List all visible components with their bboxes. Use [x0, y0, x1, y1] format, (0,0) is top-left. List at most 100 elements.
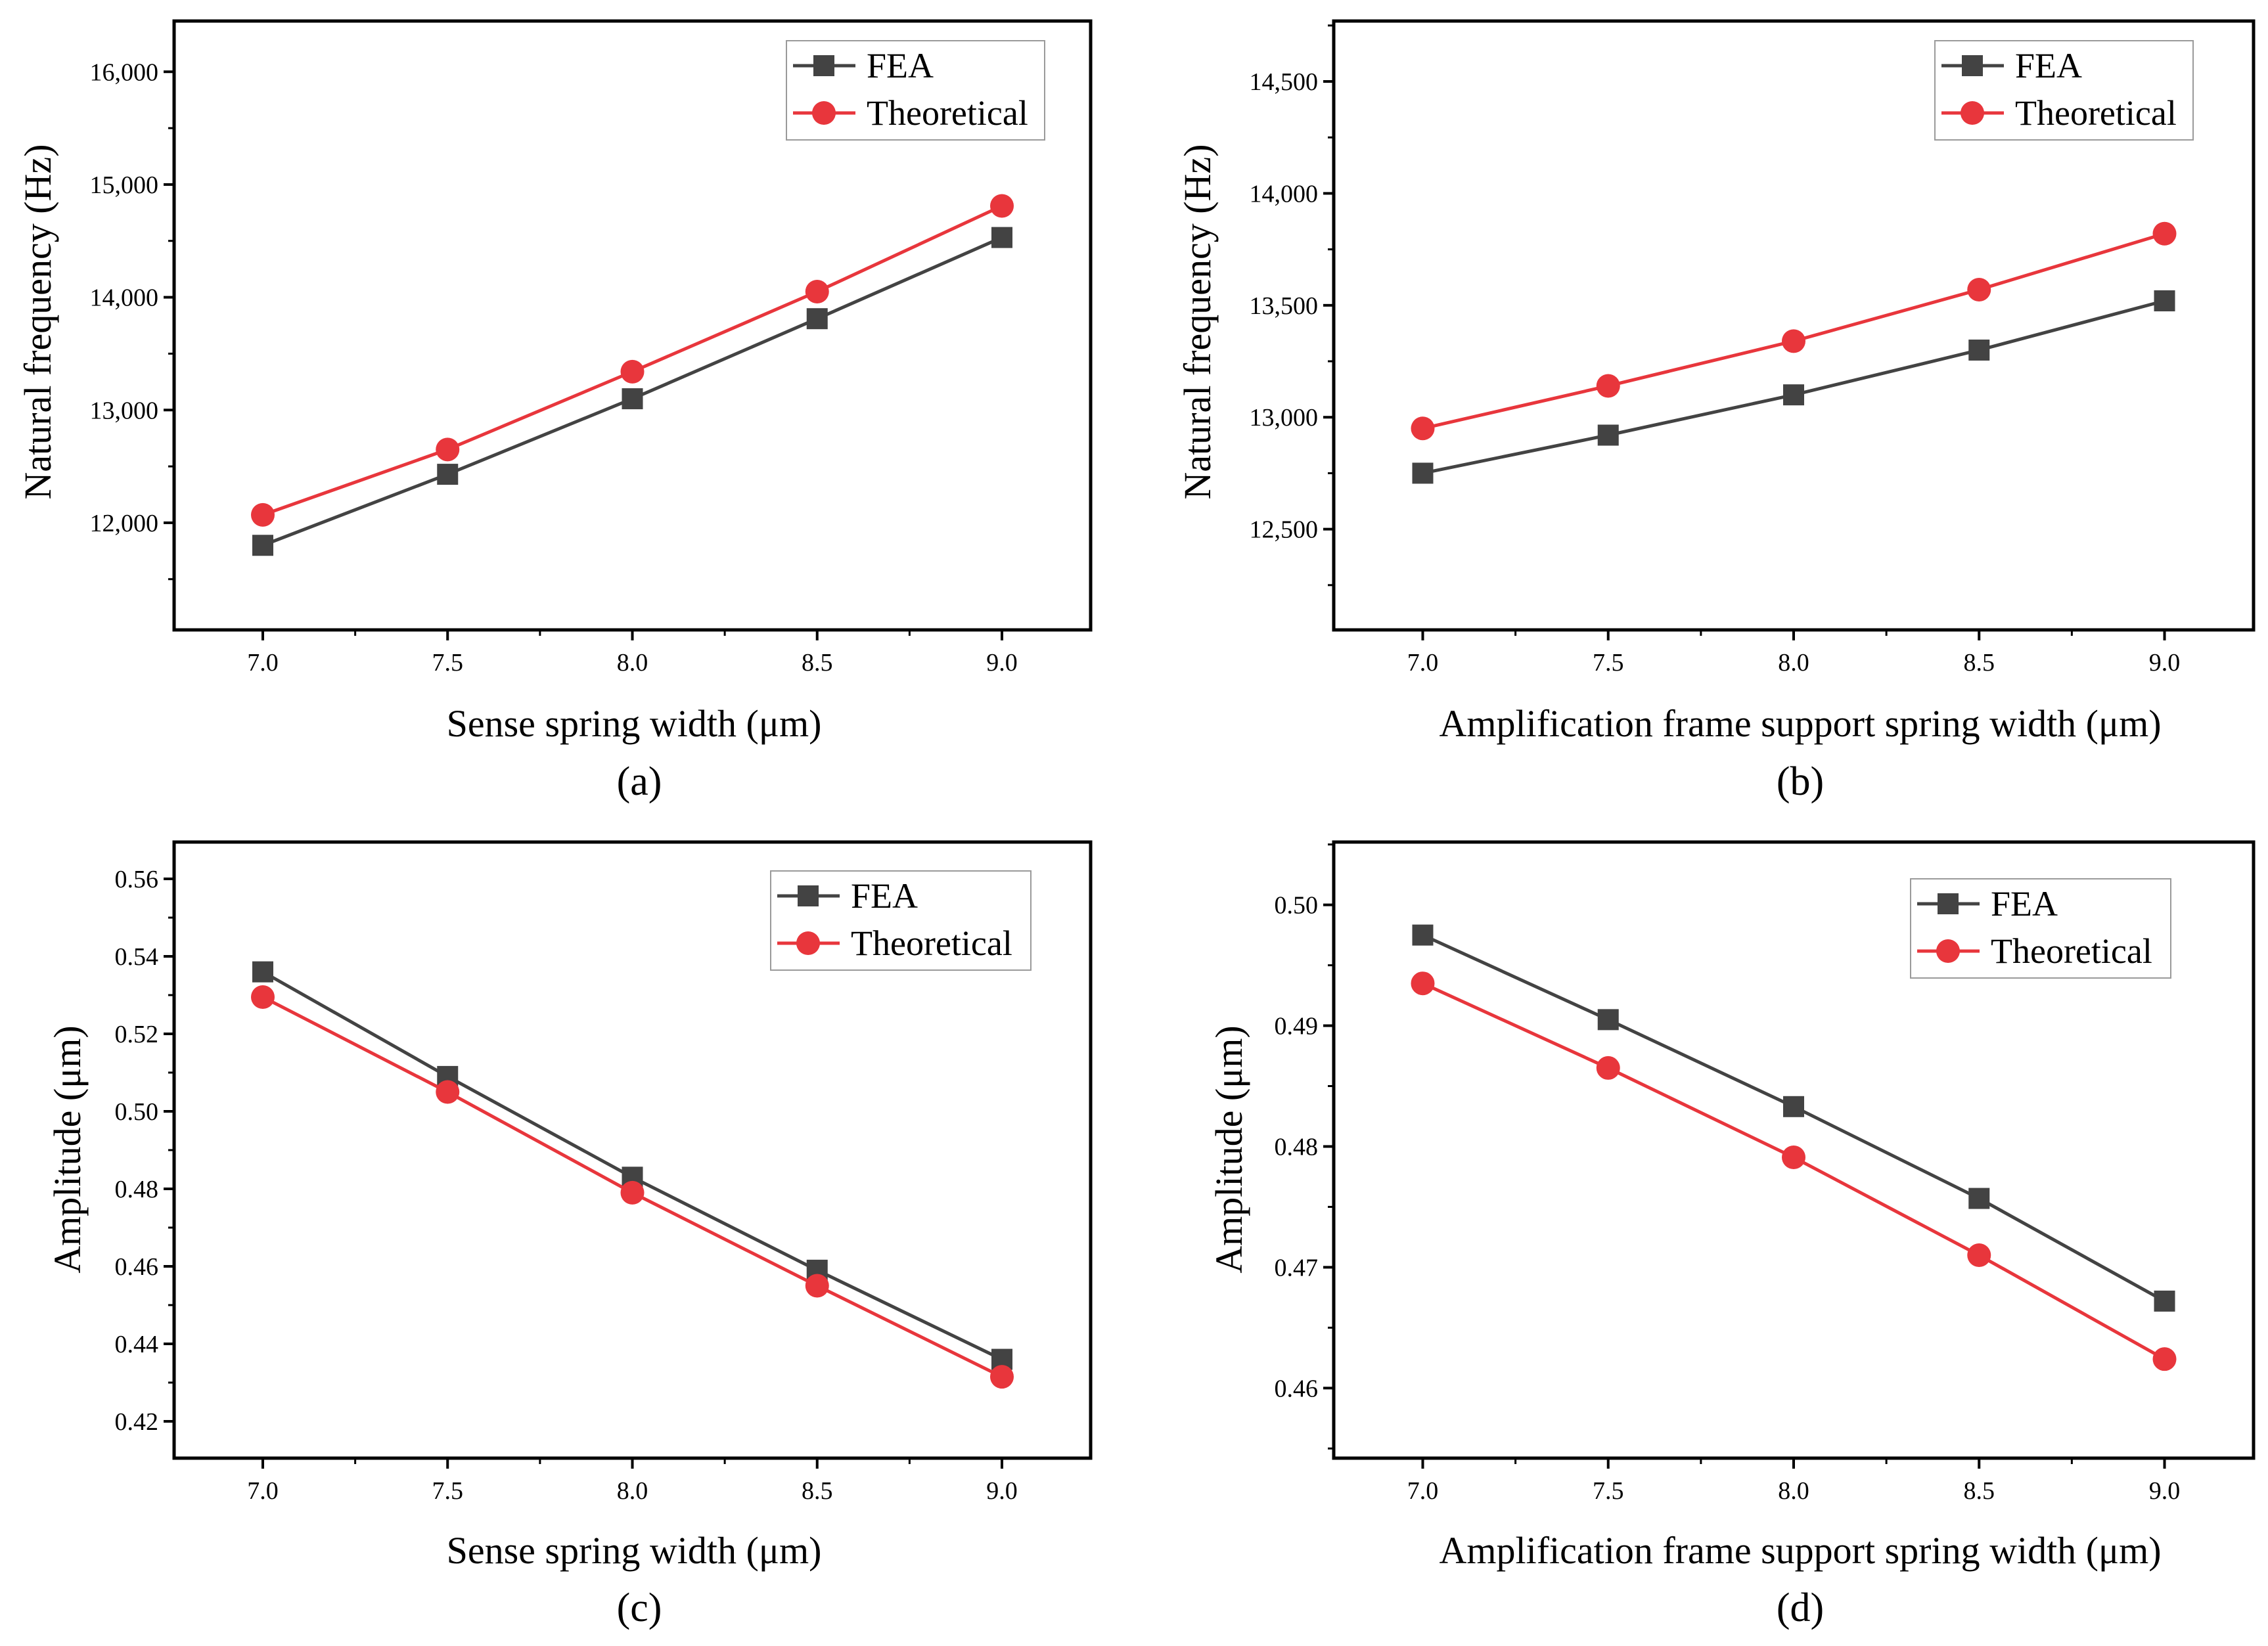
panel-label: (b) [1777, 759, 1824, 804]
x-tick-label: 8.0 [1778, 649, 1809, 677]
legend-marker-fea [1962, 55, 1983, 76]
panel-label: (d) [1777, 1586, 1824, 1630]
data-point-fea [991, 227, 1012, 248]
data-point-fea [1597, 1009, 1619, 1031]
x-tick-label: 9.0 [2149, 649, 2181, 677]
y-tick-label: 0.46 [1275, 1375, 1319, 1402]
panel-label: (a) [617, 759, 662, 804]
x-tick-label: 7.0 [1407, 649, 1439, 677]
y-axis-title: Amplitude (μm) [46, 1025, 89, 1273]
data-point-fea [806, 308, 828, 330]
legend-marker-fea [813, 55, 834, 76]
data-point-theoretical [436, 437, 460, 462]
data-point-theoretical [1782, 1146, 1805, 1170]
data-point-theoretical [2152, 221, 2177, 246]
data-point-theoretical [805, 1274, 829, 1298]
data-point-fea [2154, 290, 2175, 312]
data-point-theoretical [1596, 374, 1620, 398]
x-tick-label: 7.0 [247, 1477, 279, 1505]
data-point-fea [622, 388, 643, 410]
x-tick-label: 8.5 [802, 1477, 833, 1505]
y-tick-label: 13,000 [90, 397, 159, 424]
data-point-theoretical [436, 1080, 460, 1104]
legend-label: FEA [851, 876, 918, 916]
series-line-fea [1422, 933, 2166, 1303]
legend-label: FEA [2015, 46, 2082, 85]
y-tick-label: 0.44 [115, 1331, 159, 1358]
y-tick-label: 14,000 [90, 284, 159, 312]
legend-label: Theoretical [1991, 931, 2152, 971]
y-axis-title: Natural frequency (Hz) [1176, 144, 1219, 499]
x-tick-label: 7.5 [1593, 649, 1624, 677]
y-tick-label: 0.48 [115, 1176, 159, 1203]
y-tick-label: 0.48 [1275, 1133, 1319, 1161]
x-tick-label: 7.0 [247, 649, 279, 677]
legend: FEA Theoretical [770, 870, 1032, 971]
data-point-fea [252, 535, 273, 556]
legend-label: FEA [1991, 884, 2058, 923]
data-point-theoretical [990, 194, 1014, 218]
x-axis-title: Amplification frame support spring width… [1439, 1529, 2161, 1572]
data-point-fea [1783, 384, 1804, 406]
panel-label: (c) [617, 1586, 662, 1630]
legend-marker-theoretical [1936, 939, 1960, 963]
data-point-fea [1597, 424, 1619, 446]
y-tick-label: 13,500 [1250, 292, 1319, 320]
y-axis-title: Natural frequency (Hz) [16, 144, 59, 499]
data-point-theoretical [1411, 971, 1435, 996]
data-point-fea [1968, 1188, 1990, 1209]
x-tick-label: 8.5 [802, 649, 833, 677]
x-axis-title: Amplification frame support spring width… [1439, 702, 2161, 745]
data-point-theoretical [1596, 1056, 1620, 1080]
x-tick-label: 9.0 [2149, 1477, 2181, 1505]
legend-label: FEA [867, 46, 934, 85]
data-point-fea [252, 961, 273, 983]
data-point-fea [1412, 924, 1434, 946]
legend-label: Theoretical [2015, 93, 2177, 133]
x-tick-label: 8.5 [1964, 649, 1995, 677]
data-point-fea [2154, 1290, 2175, 1312]
legend: FEA Theoretical [1934, 40, 2194, 141]
x-tick-label: 7.5 [432, 649, 464, 677]
data-point-fea [437, 464, 459, 485]
panel-a: Natural frequency (Hz) Sense spring widt… [16, 19, 1093, 804]
panel-c: Amplitude (μm) Sense spring width (μm) (… [46, 840, 1093, 1630]
x-tick-label: 7.0 [1407, 1477, 1439, 1505]
y-tick-label: 0.42 [115, 1408, 159, 1436]
y-tick-label: 0.52 [115, 1021, 159, 1048]
legend-label: Theoretical [867, 93, 1028, 133]
data-point-theoretical [2152, 1347, 2177, 1371]
y-tick-label: 0.54 [115, 943, 159, 971]
legend-marker-theoretical [1961, 101, 1984, 125]
x-axis-title: Sense spring width (μm) [447, 702, 822, 745]
y-tick-label: 0.56 [115, 866, 159, 893]
x-tick-label: 9.0 [986, 649, 1018, 677]
series-line-theoretical [1422, 981, 2166, 1361]
y-tick-label: 12,000 [90, 510, 159, 537]
y-tick-label: 14,000 [1250, 180, 1319, 208]
data-point-theoretical [990, 1365, 1014, 1389]
data-point-theoretical [620, 1180, 645, 1205]
data-point-theoretical [251, 985, 275, 1009]
x-tick-label: 8.0 [617, 649, 648, 677]
legend-marker-theoretical [812, 101, 836, 125]
series-line-fea [261, 970, 1003, 1361]
data-point-theoretical [620, 359, 645, 384]
x-tick-label: 9.0 [986, 1477, 1018, 1505]
legend-marker-fea [1938, 893, 1959, 914]
x-axis-title: Sense spring width (μm) [447, 1529, 822, 1572]
x-tick-label: 8.5 [1964, 1477, 1995, 1505]
y-tick-label: 15,000 [90, 171, 159, 199]
y-tick-label: 0.50 [1275, 892, 1319, 920]
y-tick-label: 16,000 [90, 58, 159, 86]
legend-marker-fea [798, 885, 819, 906]
y-axis-title: Amplitude (μm) [1208, 1025, 1250, 1273]
y-tick-label: 0.50 [115, 1098, 159, 1126]
y-tick-label: 0.49 [1275, 1013, 1319, 1040]
legend: FEA Theoretical [786, 40, 1045, 141]
data-point-theoretical [1967, 1243, 1991, 1268]
x-tick-label: 8.0 [1778, 1477, 1809, 1505]
panel-b: Natural frequency (Hz) Amplification fra… [1176, 19, 2256, 804]
data-point-theoretical [251, 502, 275, 527]
